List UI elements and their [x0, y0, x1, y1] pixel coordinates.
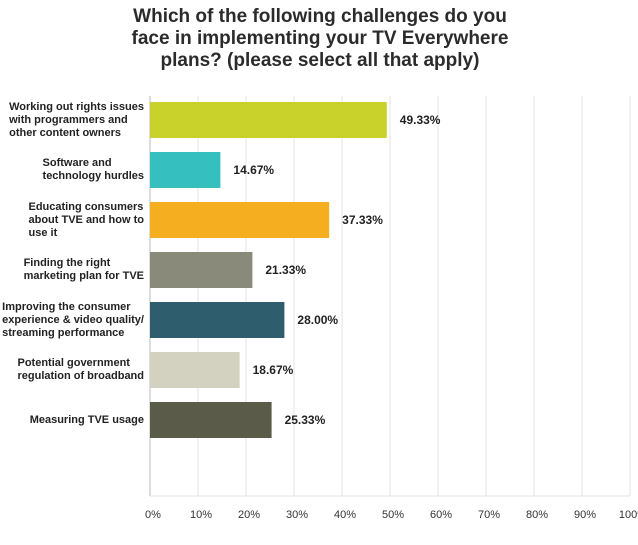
x-tick-label: 60% [430, 509, 452, 521]
bar [150, 402, 272, 438]
x-tick-label: 40% [334, 509, 356, 521]
chart-title-line-2: face in implementing your TV Everywhere [131, 28, 509, 49]
category-label: Improving the consumer experience & vide… [2, 300, 144, 339]
data-label: 49.33% [400, 113, 441, 127]
chart-title-line-1: Which of the following challenges do you [133, 6, 507, 27]
category-label: Measuring TVE usage [29, 413, 144, 426]
x-tick-label: 30% [286, 509, 308, 521]
data-label: 14.67% [233, 163, 274, 177]
data-label: 37.33% [342, 213, 383, 227]
x-tick-label: 80% [526, 509, 548, 521]
data-label: 18.67% [253, 363, 294, 377]
category-label: Educating consumers about TVE and how to… [28, 200, 145, 239]
bar [150, 202, 330, 238]
data-label: 28.00% [297, 313, 338, 327]
bar [150, 102, 387, 138]
category-label: Potential government regulation of broad… [17, 357, 145, 382]
data-label: 25.33% [285, 413, 326, 427]
category-label: Finding the right marketing plan for TVE [23, 257, 144, 282]
x-tick-label: 50% [382, 509, 404, 521]
bar [150, 152, 221, 188]
category-label: Working out rights issues with programme… [9, 100, 144, 139]
x-tick-label: 20% [238, 509, 260, 521]
chart-title: Which of the following challenges do you… [120, 6, 520, 72]
x-tick-label: 100% [619, 509, 638, 521]
bar [150, 352, 240, 388]
chart-title-line-3: plans? (please select all that apply) [160, 50, 480, 71]
x-tick-label: 70% [478, 509, 500, 521]
x-tick-label: 90% [574, 509, 596, 521]
bar [150, 302, 285, 338]
x-tick-label: 0% [145, 509, 161, 521]
bar [150, 252, 253, 288]
category-label: Software and technology hurdles [42, 157, 144, 182]
x-tick-label: 10% [190, 509, 212, 521]
data-label: 21.33% [265, 263, 306, 277]
